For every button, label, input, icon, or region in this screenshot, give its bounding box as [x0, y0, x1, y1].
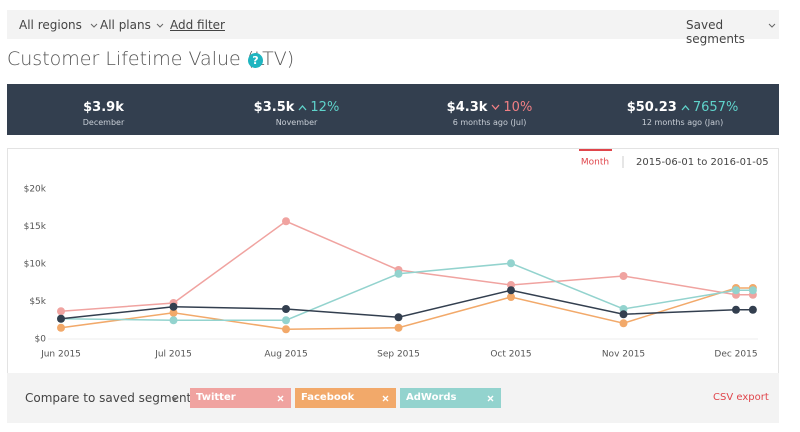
legend-label: Facebook [301, 392, 355, 403]
footer: Compare to saved segments CSV export Twi… [7, 373, 779, 423]
stat: $50.23 7657% 12 months ago (Jan) [586, 96, 779, 127]
stat-row: $4.3k 10% [393, 96, 586, 115]
x-tick-label: Jun 2015 [40, 350, 81, 360]
x-tick-label: Jul 2015 [154, 350, 192, 360]
series-line [60, 220, 753, 312]
data-point [619, 319, 628, 328]
filter-bar: All regions All plans Add filter Saved s… [7, 10, 779, 46]
stat-row: $3.5k 12% [200, 96, 393, 115]
stat: $4.3k 10% 6 months ago (Jul) [393, 96, 586, 127]
chart: Month 2015-06-01 to 2016-01-05 $0 $5k $10k… [24, 149, 769, 360]
segment-chip[interactable]: Twitter [190, 388, 291, 408]
x-tick-label: Dec 2015 [714, 350, 757, 360]
page-title: Customer Lifetime Value (LTV) [7, 48, 295, 70]
chevron [768, 23, 776, 28]
stat: $3.9k December [7, 96, 200, 127]
chevron [90, 23, 98, 28]
y-tick-label: $5k [29, 297, 46, 307]
data-point [282, 316, 290, 325]
date-range[interactable]: 2015-06-01 to 2016-01-05 [636, 157, 769, 168]
data-point [507, 286, 515, 295]
data-point [169, 302, 178, 311]
change-text: 7657% [692, 100, 739, 115]
data-point [748, 305, 757, 314]
change-text: 10% [503, 100, 533, 115]
stat-label: 12 months ago (Jan) [641, 118, 724, 127]
stat-value: $50.23 [626, 100, 677, 115]
data-point [169, 316, 178, 325]
stat-row: $50.23 7657% [586, 96, 779, 115]
series-line [60, 289, 753, 320]
data-point [732, 286, 740, 295]
y-tick-label: $0 [35, 335, 47, 345]
y-tick-label: $20k [24, 185, 47, 195]
data-point [394, 269, 403, 278]
data-point [57, 323, 65, 332]
trend-icon [491, 104, 500, 110]
x-tick-label: Oct 2015 [490, 350, 531, 360]
data-point [732, 305, 740, 314]
chevron [156, 23, 164, 28]
data-point [57, 314, 65, 323]
data-point [619, 310, 628, 319]
stats-band: $3.9k December $3.5k 12% November $4.3k 10% 6 m… [7, 84, 779, 135]
trend-icon [681, 105, 690, 111]
segment-chip[interactable]: AdWords [400, 388, 501, 408]
data-point [394, 313, 403, 322]
compare-label[interactable]: Compare to saved segments [25, 391, 198, 405]
period-tab[interactable]: Month [581, 158, 609, 168]
data-point [394, 323, 403, 332]
series-line [60, 287, 753, 331]
help-icon[interactable]: ? [248, 53, 263, 68]
legend-label: Twitter [196, 392, 236, 403]
chevron [171, 396, 179, 401]
change-text: 12% [310, 100, 340, 115]
x-tick-label: Sep 2015 [377, 350, 420, 360]
segment-chip[interactable]: Facebook [295, 388, 396, 408]
data-point [507, 259, 515, 268]
plan-filter[interactable]: All plans [100, 18, 151, 32]
data-point [619, 272, 628, 280]
series-line [60, 262, 753, 321]
data-point [169, 308, 178, 317]
data-point [748, 286, 757, 295]
data-point [282, 217, 290, 226]
csv-export[interactable]: CSV export [713, 392, 769, 403]
legend-label: AdWords [406, 392, 457, 403]
chart-panel: Month 2015-06-01 to 2016-01-05 $0 $5k $10k… [7, 148, 779, 373]
data-point [282, 305, 290, 313]
stat-value: $3.9k [83, 100, 124, 115]
remove-icon[interactable] [277, 395, 284, 402]
x-tick-label: Aug 2015 [264, 350, 307, 360]
x-tick-label: Nov 2015 [602, 350, 645, 360]
stat-value: $4.3k [446, 100, 488, 115]
region-filter[interactable]: All regions [19, 18, 82, 32]
stat-label: 6 months ago (Jul) [452, 118, 527, 127]
y-tick-label: $10k [24, 260, 47, 270]
stat-change: 12% [298, 100, 339, 115]
stat: $3.5k 12% November [200, 96, 393, 127]
add-filter[interactable]: Add filter [170, 18, 225, 32]
saved-segments[interactable]: Saved segments [686, 18, 745, 46]
y-tick-label: $15k [24, 222, 47, 232]
data-point [282, 325, 290, 334]
data-point [507, 293, 515, 301]
remove-icon[interactable] [487, 395, 494, 402]
stat-value: $3.5k [253, 100, 295, 115]
remove-icon[interactable] [382, 395, 389, 402]
stat-change: 10% [491, 100, 532, 115]
stat-change: 7657% [681, 100, 738, 115]
data-point [57, 307, 65, 316]
stat-label: December [82, 118, 125, 127]
stat-row: $3.9k [7, 96, 200, 115]
trend-icon [298, 105, 307, 111]
stat-label: November [275, 118, 318, 127]
